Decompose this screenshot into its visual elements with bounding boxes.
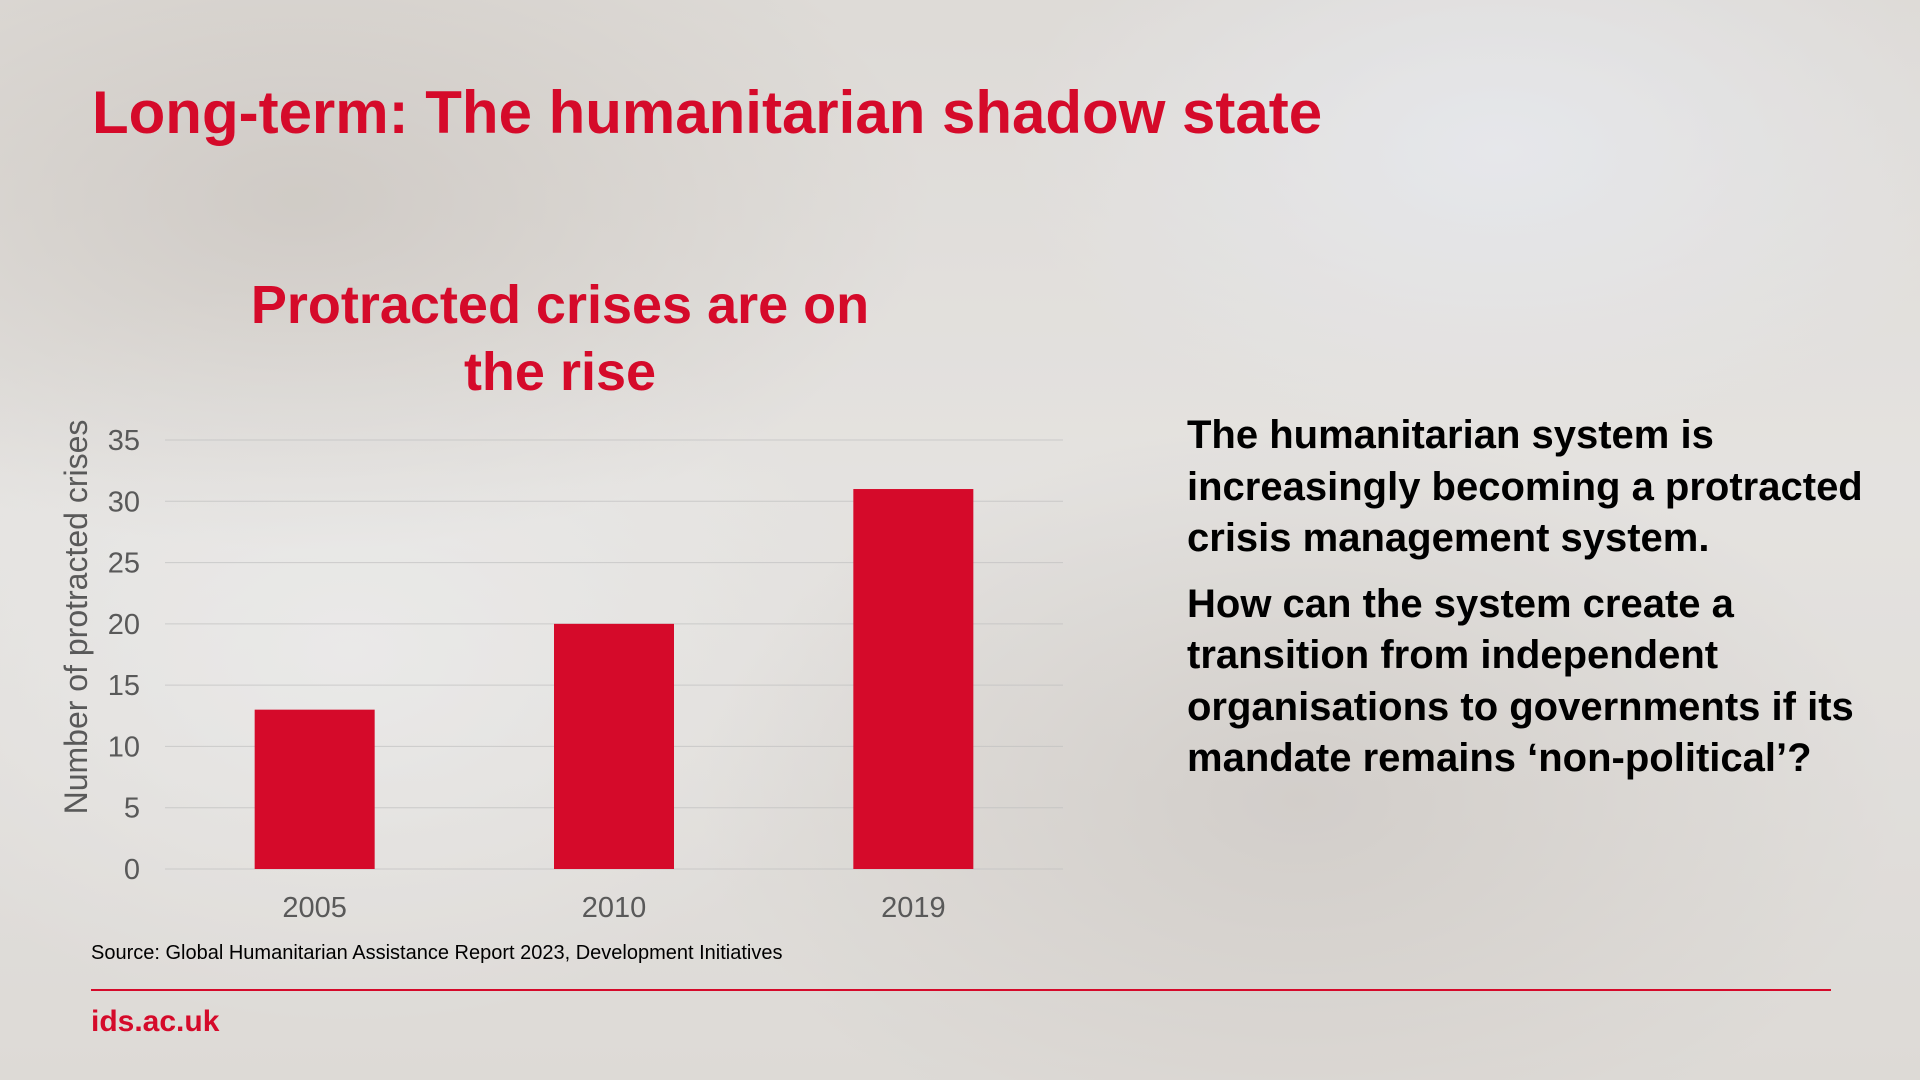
x-category-label: 2019 <box>881 892 946 924</box>
body-paragraph: The humanitarian system is increasingly … <box>1187 413 1863 560</box>
bar-2019 <box>853 489 974 869</box>
y-tick-label: 5 <box>124 793 140 825</box>
y-tick-label: 35 <box>108 425 140 457</box>
y-tick-label: 0 <box>124 854 140 886</box>
body-text: The humanitarian system is increasingly … <box>1187 410 1887 799</box>
footer-divider <box>91 989 1831 991</box>
bar-2005 <box>254 709 375 869</box>
slide-title: Long-term: The humanitarian shadow state <box>92 79 1323 146</box>
y-tick-label: 10 <box>108 731 140 763</box>
y-tick-label: 15 <box>108 670 140 702</box>
y-tick-label: 30 <box>108 486 140 518</box>
x-category-label: 2010 <box>582 892 647 924</box>
bar-2010 <box>554 623 674 869</box>
y-tick-label: 20 <box>108 609 140 641</box>
chart-title: Protracted crises are on the rise <box>250 275 870 402</box>
footer-link[interactable]: ids.ac.uk <box>91 1005 220 1038</box>
y-axis-label: Number of protracted crises <box>58 420 94 815</box>
y-tick-label: 25 <box>108 548 140 580</box>
bar-chart: 0 5 10 15 20 25 30 35 Number of protracted crise… <box>58 420 1063 924</box>
body-paragraph: How can the system create a transition f… <box>1187 581 1854 781</box>
source-note: Source: Global Humanitarian Assistance R… <box>91 942 783 964</box>
x-category-label: 2005 <box>282 892 347 924</box>
